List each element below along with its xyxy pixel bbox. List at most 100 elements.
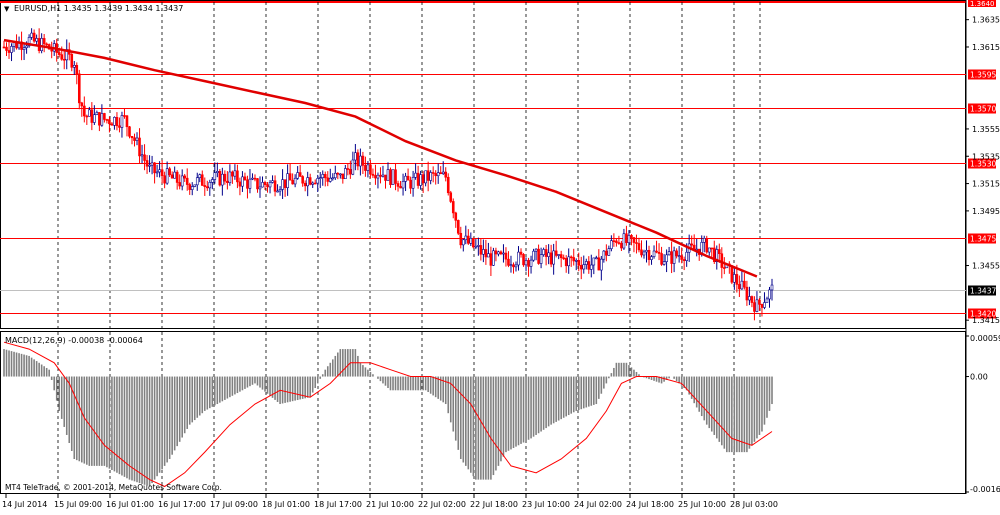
watermark: MT4 TeleTrade, © 2001-2014, MetaQuotes S… <box>5 483 222 492</box>
candle-body <box>298 172 302 177</box>
candle-body <box>627 235 631 244</box>
candle-body <box>534 248 538 252</box>
candle-body <box>35 38 38 42</box>
candle-body <box>436 172 440 177</box>
candle-body <box>625 233 628 244</box>
candle-body <box>45 43 48 46</box>
candle-body <box>449 192 453 202</box>
level-label: 1.3595 <box>970 71 996 80</box>
candle-body <box>25 45 28 49</box>
candle-body <box>569 256 573 259</box>
candle-body <box>564 258 568 267</box>
candle-body <box>572 257 576 262</box>
candle-body <box>524 260 528 266</box>
candle-body <box>748 296 751 301</box>
candle-body <box>379 174 382 177</box>
candle-body <box>140 154 144 157</box>
candle-body <box>567 256 571 267</box>
symbol-menu-icon[interactable]: ▼ <box>4 5 10 13</box>
candle-body <box>98 112 101 126</box>
level-label: 1.3475 <box>970 235 996 244</box>
candle-body <box>180 175 184 187</box>
candle-body <box>183 175 187 179</box>
candle-body <box>158 169 161 173</box>
ma-line <box>3 38 758 278</box>
candle-body <box>256 178 259 190</box>
macd-y-tick-label: 0.00 <box>970 373 988 382</box>
candle-body <box>276 190 279 193</box>
candle-body <box>657 251 661 254</box>
candle-body <box>479 245 483 255</box>
candle-body <box>301 176 304 184</box>
candle-body <box>640 249 643 256</box>
x-tick-label: 22 Jul 02:00 <box>418 500 466 509</box>
candle-body <box>231 171 234 177</box>
candle-body <box>409 179 412 189</box>
candle-body <box>482 249 485 255</box>
candle-body <box>366 164 370 171</box>
candle-body <box>221 173 224 186</box>
x-tick-label: 28 Jul 03:00 <box>730 500 778 509</box>
candle-body <box>610 240 613 249</box>
candle-body <box>743 280 746 288</box>
candle-body <box>168 168 171 176</box>
candle-body <box>213 172 217 180</box>
candle-body <box>326 177 330 182</box>
candle-body <box>441 171 445 174</box>
candle-body <box>532 250 535 261</box>
candle-body <box>675 250 678 257</box>
level-label-bg <box>968 69 996 80</box>
y-tick-label: 1.3495 <box>972 207 1000 216</box>
candle-body <box>394 169 397 184</box>
candle-body <box>291 179 294 185</box>
candle-body <box>331 177 335 180</box>
candle-body <box>253 177 257 180</box>
candle-body <box>702 237 706 243</box>
candle-body <box>399 186 402 189</box>
level-label-bg <box>968 158 996 169</box>
candle-body <box>60 54 64 60</box>
candle-body <box>30 32 33 38</box>
candle-body <box>770 284 774 291</box>
candle-body <box>328 177 332 182</box>
candle-body <box>477 245 480 247</box>
candle-body <box>421 174 425 184</box>
candle-body <box>574 260 578 262</box>
x-tick-label: 22 Jul 18:00 <box>470 500 518 509</box>
candle-body <box>321 174 325 178</box>
candle-body <box>396 183 400 187</box>
candle-body <box>504 252 508 260</box>
candle-body <box>579 265 583 270</box>
candle-body <box>537 248 540 264</box>
macd-y-tick-label: -0.00168 <box>970 485 1000 494</box>
candle-body <box>723 267 726 269</box>
candle-body <box>261 182 264 188</box>
candle-body <box>268 182 272 188</box>
candle-body <box>145 160 149 167</box>
candle-body <box>155 171 159 174</box>
candle-body <box>401 181 405 189</box>
candle-body <box>173 171 176 179</box>
candle-body <box>356 152 360 167</box>
candle-body <box>185 177 189 185</box>
candle-body <box>128 126 131 137</box>
y-tick-label: 1.3415 <box>972 316 1000 325</box>
candle-body <box>529 259 533 267</box>
candle-body <box>90 109 94 123</box>
candle-body <box>170 174 174 179</box>
candle-body <box>344 168 347 179</box>
candle-body <box>341 173 345 179</box>
candle-body <box>208 182 212 189</box>
candle-body <box>178 182 181 187</box>
candle-body <box>374 175 377 179</box>
level-label-bg <box>968 103 996 114</box>
candle-body <box>431 172 435 174</box>
candle-body <box>522 254 525 266</box>
candle-body <box>88 109 91 117</box>
candle-body <box>587 261 591 270</box>
top-label-bg <box>968 0 996 7</box>
candle-body <box>62 58 66 61</box>
current-price-label-bg <box>968 285 996 296</box>
